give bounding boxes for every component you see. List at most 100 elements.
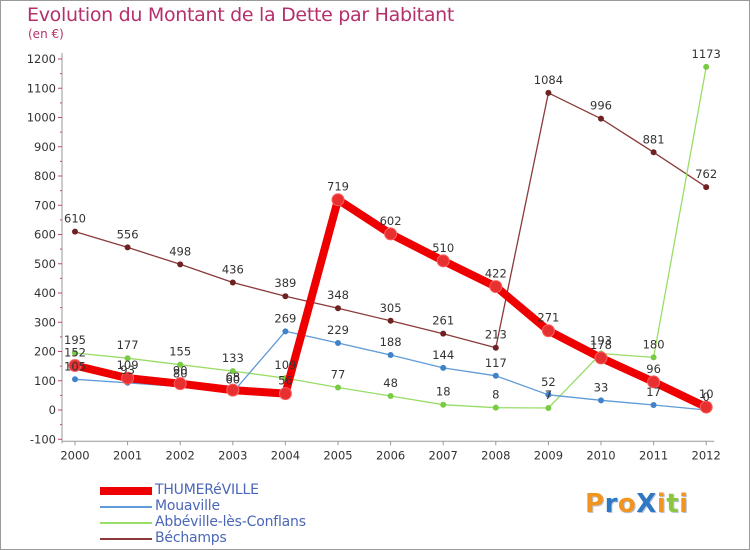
data-point [650, 149, 657, 156]
data-point [282, 293, 289, 300]
data-point [282, 328, 289, 335]
data-point [121, 371, 135, 385]
data-label: 152 [64, 346, 86, 360]
data-label: 80 [173, 367, 188, 381]
y-tick-label: 0 [49, 403, 56, 417]
data-label: 305 [380, 301, 402, 315]
data-label: 109 [274, 358, 296, 372]
data-point [650, 354, 657, 361]
legend-swatch [100, 487, 152, 495]
data-label: 881 [643, 132, 665, 146]
y-tick-label: 600 [34, 228, 56, 242]
logo-letter: t [666, 489, 680, 519]
data-point [545, 404, 552, 411]
data-label: 719 [327, 180, 349, 194]
data-point [72, 228, 78, 235]
data-label: 33 [594, 380, 609, 394]
data-point [72, 349, 78, 356]
y-tick-label: 1000 [27, 111, 56, 125]
data-label: 229 [327, 323, 349, 337]
data-point [489, 280, 503, 294]
y-tick-label: 300 [34, 315, 56, 329]
data-point [124, 244, 131, 251]
y-tick-label: -100 [30, 432, 56, 446]
data-label: 996 [590, 99, 612, 113]
logo-letter: o [617, 489, 637, 519]
data-label: 213 [485, 328, 507, 342]
data-label: 269 [274, 311, 296, 325]
data-point [699, 400, 713, 414]
y-tick-label: 400 [34, 286, 56, 300]
chart-subtitle: (en €) [28, 27, 64, 41]
data-label: 60 [225, 372, 240, 386]
data-label: 261 [432, 314, 454, 328]
data-point [703, 63, 710, 70]
x-tick-label: 2006 [376, 448, 405, 462]
data-point [440, 330, 447, 337]
legend-item: THUMERéVILLE [100, 482, 360, 499]
data-point [335, 305, 341, 312]
data-point [436, 254, 450, 268]
logo-letter: r [604, 489, 618, 519]
data-label: 90 [173, 364, 188, 378]
proxiti-logo: ProXiti [585, 489, 689, 519]
data-label: 7 [545, 388, 552, 402]
y-tick-label: 900 [34, 140, 56, 154]
data-point [387, 352, 394, 359]
logo-letter: i [679, 489, 689, 519]
data-label: 68 [225, 370, 240, 384]
data-point [647, 375, 661, 389]
data-point [541, 324, 555, 338]
data-label: 610 [64, 212, 86, 226]
legend-item: Béchamps [100, 530, 360, 547]
data-point [173, 377, 187, 391]
data-label: 56 [278, 374, 293, 388]
data-point [68, 359, 82, 373]
x-tick-label: 2003 [218, 448, 247, 462]
x-tick-label: 2007 [429, 448, 458, 462]
data-point [594, 351, 608, 365]
x-tick-label: 2001 [113, 448, 142, 462]
data-label: 180 [643, 337, 665, 351]
y-tick-label: 1100 [27, 81, 56, 95]
data-point [703, 184, 710, 191]
data-point [124, 355, 131, 362]
series-layer [68, 63, 713, 414]
x-tick-label: 2005 [323, 448, 352, 462]
data-point [545, 391, 552, 398]
axes: -100010020030040050060070080090010001100… [27, 52, 721, 462]
data-point [387, 392, 394, 399]
data-label: 178 [590, 338, 612, 352]
x-tick-label: 2008 [481, 448, 510, 462]
data-label: 436 [222, 262, 244, 276]
data-point [440, 401, 447, 408]
data-point [387, 317, 394, 324]
y-tick-label: 1200 [27, 52, 56, 66]
data-point [335, 384, 341, 391]
data-point [226, 383, 240, 397]
data-label: 117 [485, 356, 507, 370]
data-point [440, 364, 447, 371]
legend-label: Abbéville-lès-Conflans [155, 514, 306, 530]
data-label: 193 [590, 334, 612, 348]
logo-letter: P [585, 489, 605, 519]
data-point [492, 372, 499, 379]
y-tick-label: 100 [34, 374, 56, 388]
data-label: 48 [383, 376, 398, 390]
data-point [72, 376, 78, 383]
data-label: 188 [380, 335, 402, 349]
legend-label: Béchamps [155, 530, 227, 546]
data-label: 510 [432, 241, 454, 255]
data-label: 105 [64, 359, 86, 373]
data-point [177, 361, 184, 368]
data-point [492, 344, 499, 351]
x-tick-label: 2004 [271, 448, 300, 462]
series-3 [72, 89, 710, 351]
x-tick-label: 2012 [692, 448, 721, 462]
logo-letter: X [636, 489, 657, 519]
data-label: 18 [436, 385, 451, 399]
data-label: 177 [117, 338, 139, 352]
legend: THUMERéVILLE Mouaville Abbéville-lès-Confl… [100, 482, 360, 547]
